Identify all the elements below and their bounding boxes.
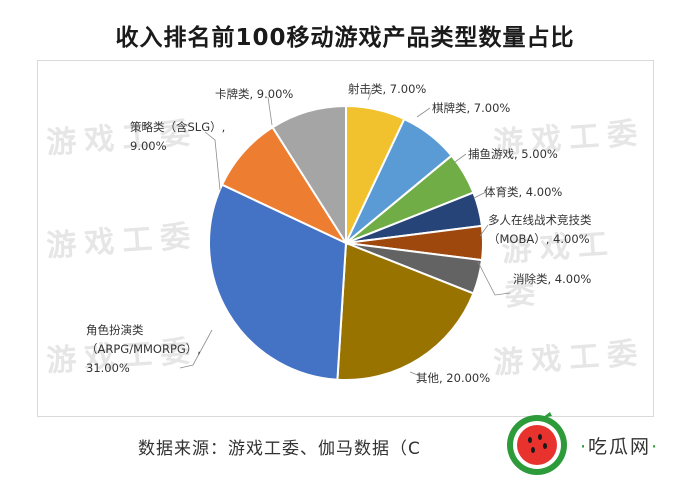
pie-slice	[208, 183, 348, 381]
leader-line	[179, 329, 213, 369]
slice-label: 卡牌类, 9.00%	[215, 87, 294, 101]
slice-label: 多人在线战术竞技类 （MOBA）, 4.00%	[488, 213, 592, 246]
slice-label: 体育类, 4.00%	[484, 185, 563, 199]
slice-label: 棋牌类, 7.00%	[432, 101, 511, 115]
slice-label: 射击类, 7.00%	[348, 82, 427, 96]
pie-slice	[271, 104, 347, 247]
slice-label: 消除类, 4.00%	[513, 272, 592, 286]
slice-label: 捕鱼游戏, 5.00%	[468, 147, 558, 161]
brand-name: ·吃瓜网·	[580, 436, 660, 458]
slice-label: 角色扮演类 （ARPG/MMORPG）, 31.00%	[86, 323, 201, 375]
slice-label: 策略类（含SLG）, 9.00%	[130, 120, 226, 153]
leader-line	[367, 89, 373, 101]
leader-line	[479, 224, 489, 237]
chart-title: 收入排名前100移动游戏产品类型数量占比	[115, 25, 575, 51]
leader-line	[416, 107, 431, 118]
leader-line	[409, 371, 421, 377]
data-source-note: 数据来源：游戏工委、伽马数据（C	[138, 439, 421, 459]
leader-line	[473, 191, 487, 199]
watermelon-logo-icon	[507, 412, 567, 475]
leader-line	[454, 153, 467, 163]
leader-line	[267, 96, 273, 126]
slice-label: 其他, 20.00%	[416, 371, 491, 385]
leader-line	[204, 131, 221, 191]
pie-slice	[336, 241, 475, 381]
leader-line	[477, 261, 511, 296]
brand-name-text: 吃瓜网	[588, 436, 652, 458]
